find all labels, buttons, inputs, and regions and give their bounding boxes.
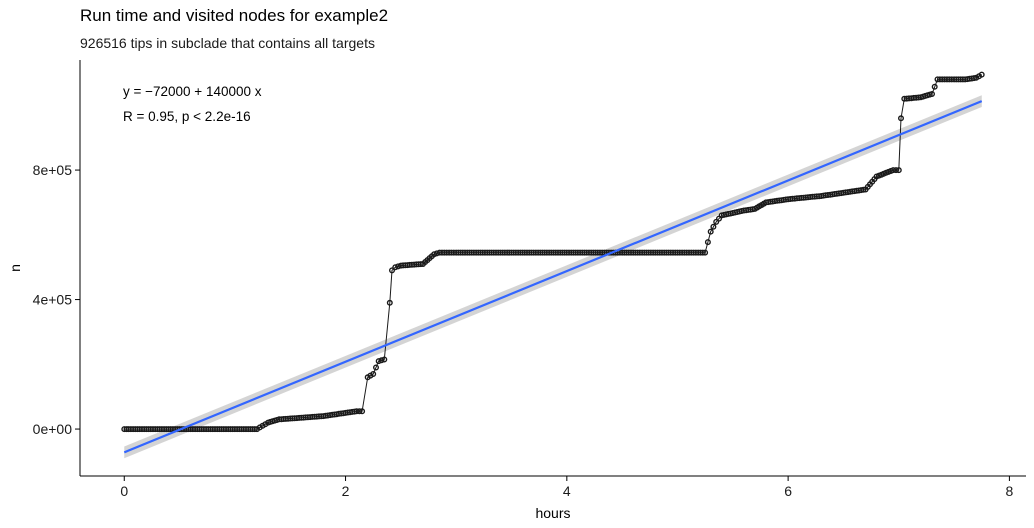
data-point [378,357,385,364]
data-point [389,267,396,274]
x-tick-label: 0 [120,483,128,499]
data-point [375,358,382,365]
data-point [704,239,711,246]
y-tick-label: 0e+00 [33,421,73,437]
data-point [699,249,706,256]
chart-subtitle: 926516 tips in subclade that contains al… [80,35,375,51]
x-axis-label: hours [535,505,570,521]
x-tick-label: 4 [563,483,571,499]
data-point [370,371,377,378]
x-tick-label: 8 [1006,483,1014,499]
data-point [392,264,399,271]
data-point [931,83,938,90]
data-point [929,90,936,97]
data-point [381,356,388,363]
equation-annotation: y = −72000 + 140000 x [123,84,262,99]
x-tick-label: 2 [342,483,350,499]
data-point [707,228,714,235]
y-axis-label: n [7,264,23,272]
data-point [978,71,985,78]
correlation-annotation: R = 0.95, p < 2.2e-16 [123,109,251,124]
data-point [433,250,440,257]
y-tick-label: 8e+05 [33,162,73,178]
regression-line [123,100,983,454]
data-point [251,426,258,433]
data-point [431,251,438,258]
data-point [898,115,905,122]
data-point [373,364,380,371]
data-point [710,223,717,230]
data-point [702,249,709,256]
data-point [893,167,900,174]
x-tick-label: 6 [784,483,792,499]
data-point [386,299,393,306]
data-point [353,408,360,415]
y-tick-label: 4e+05 [33,292,73,308]
data-point [890,167,897,174]
data-point [356,408,363,415]
data-point [359,408,366,415]
chart-title: Run time and visited nodes for example2 [80,6,389,25]
data-point [895,167,902,174]
